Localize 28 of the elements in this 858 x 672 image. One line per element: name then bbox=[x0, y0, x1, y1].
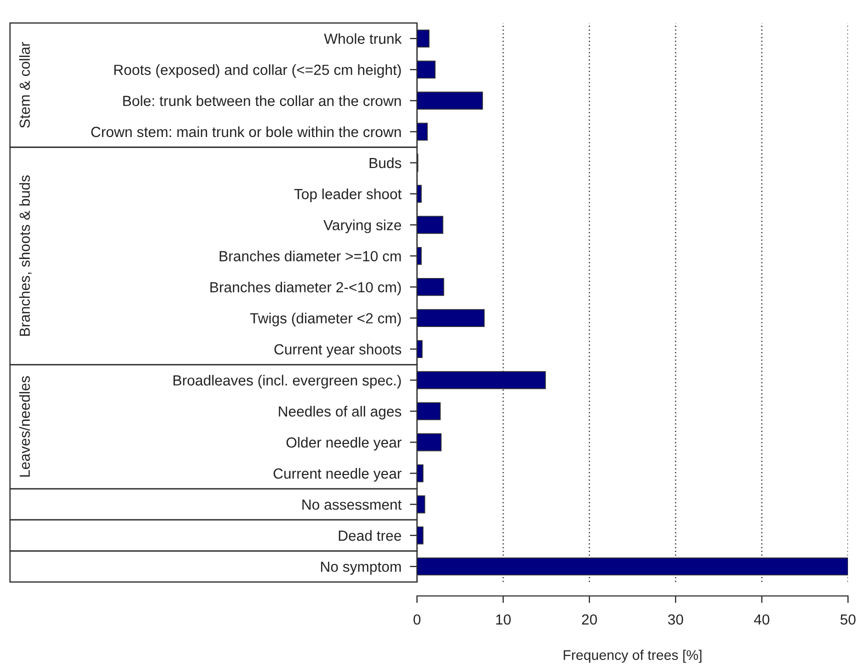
y-tick-label: Older needle year bbox=[286, 436, 402, 451]
y-tick-label: Top leader shoot bbox=[294, 188, 402, 202]
y-tick-label: Current needle year bbox=[274, 468, 402, 482]
text: Branches, shoots & buds bbox=[19, 175, 32, 336]
y-tick-label: Twigs (diameter <2 cm) bbox=[250, 312, 401, 326]
text: Stem & collar bbox=[19, 42, 30, 128]
y-tick-label: Roots (exposed) and collar (<=25 cm height) bbox=[114, 64, 401, 78]
x-tick-label: 50 bbox=[840, 614, 856, 625]
y-tick-label: Whole trunk bbox=[324, 33, 402, 44]
y-tick-label: Broadleaves (incl. evergreen spec.) bbox=[174, 374, 401, 388]
y-tick-label: Current year shoots bbox=[274, 344, 402, 358]
x-tick-label: 30 bbox=[668, 614, 684, 625]
y-tick-label: No assessment bbox=[302, 500, 402, 510]
x-tick-label: 20 bbox=[582, 614, 597, 625]
y-tick-label: Buds bbox=[370, 157, 402, 168]
y-tick-label: Crown stem: main trunk or bole within the crown bbox=[91, 126, 401, 138]
x-tick-label: 40 bbox=[754, 614, 770, 625]
y-tick-label: Branches diameter >=10 cm bbox=[220, 250, 401, 262]
x-axis-title: Frequency of trees [%] bbox=[564, 650, 702, 663]
y-tick-label: Varying size bbox=[323, 220, 402, 234]
x-tick-label: 10 bbox=[496, 614, 511, 625]
text: Leaves/needles bbox=[19, 376, 30, 477]
y-tick-label: Needles of all ages bbox=[278, 406, 402, 420]
y-tick-label: No symptom bbox=[321, 562, 401, 575]
y-tick-label: Dead tree bbox=[338, 530, 402, 541]
y-tick-label: Branches diameter 2-<10 cm) bbox=[210, 282, 401, 296]
y-tick-label: Bole: trunk between the collar an the crown bbox=[123, 95, 401, 106]
x-tick-label: 0 bbox=[414, 614, 420, 625]
